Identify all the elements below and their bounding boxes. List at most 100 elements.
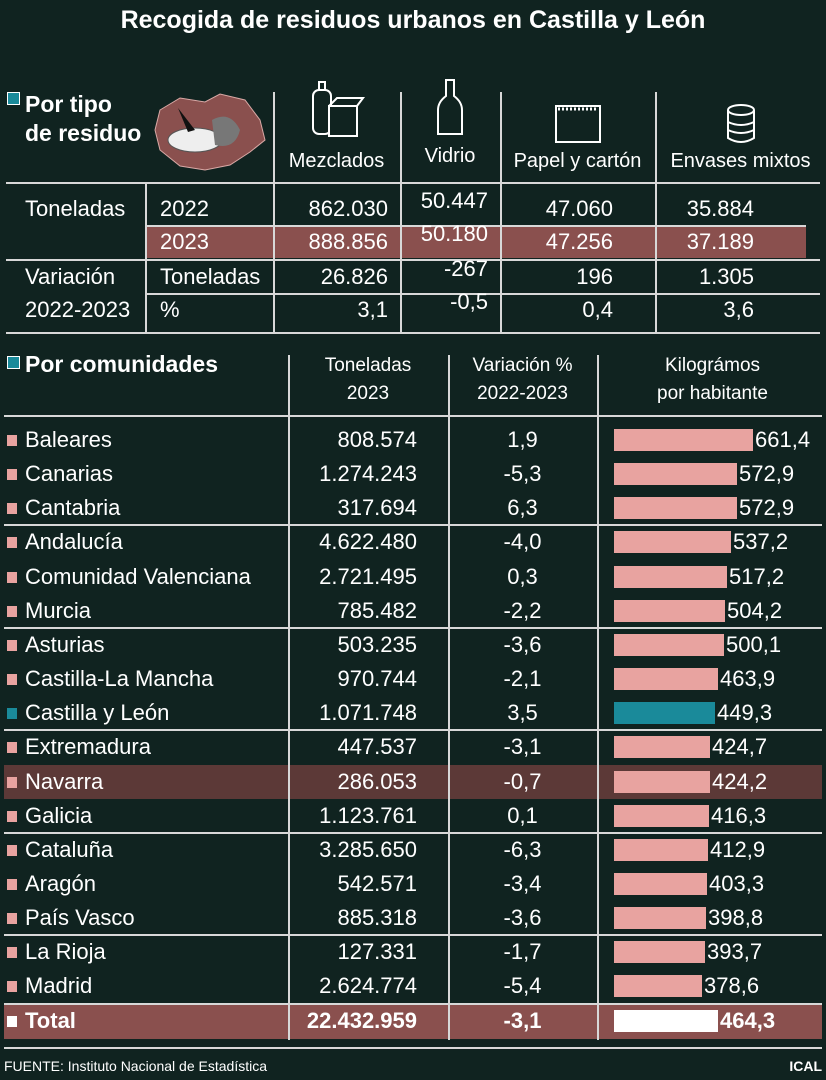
table-cell: -0,5	[450, 289, 488, 314]
table-row: Galicia 1.123.761 0,1 416,3	[0, 799, 826, 833]
region-name: Madrid	[25, 973, 93, 999]
table-cell: 47.060	[545, 196, 613, 221]
row-divider	[4, 934, 822, 936]
heading-line: Por tipo	[25, 91, 112, 117]
region-name: País Vasco	[25, 905, 135, 931]
toneladas-value: 127.331	[337, 939, 417, 965]
row-marker-icon	[7, 503, 17, 515]
row-marker-icon	[7, 605, 17, 617]
bar-value-label: 398,8	[708, 905, 764, 931]
toneladas-value: 885.318	[337, 905, 417, 931]
heading-line: de residuo	[25, 120, 142, 146]
bar-pa-s-vasco	[614, 907, 706, 930]
table-row: Total 22.432.959 -3,1 464,3	[0, 1004, 826, 1038]
column-divider	[273, 183, 275, 333]
bar-value-label: 424,7	[712, 734, 768, 760]
row-marker-icon	[7, 981, 17, 993]
table-row: Baleares 808.574 1,9 661,4	[0, 423, 826, 457]
table-cell: 37.189	[686, 229, 754, 254]
column-label: Papel y cartón	[513, 150, 642, 172]
highlight-row-2023	[145, 226, 806, 258]
table-row: Madrid 2.624.774 -5,4 378,6	[0, 969, 826, 1003]
table-cell: 888.856	[308, 229, 388, 254]
table-cell: 26.826	[320, 264, 388, 289]
table-cell: 1.305	[698, 264, 754, 289]
table-cell: 0,4	[582, 297, 613, 322]
column-divider	[655, 92, 657, 182]
header-line: 2023	[346, 383, 390, 404]
column-label: Vidrio	[424, 145, 476, 167]
column-divider	[288, 355, 290, 1040]
toneladas-value: 3.285.650	[319, 836, 417, 862]
row-marker-icon	[7, 913, 17, 925]
bar-murcia	[614, 599, 725, 622]
bar-value-label: 500,1	[726, 631, 782, 657]
bar-value-label: 378,6	[704, 973, 760, 999]
bar-andaluc-a	[614, 531, 731, 554]
bar-arag-n	[614, 872, 707, 895]
bar-value-label: 403,3	[709, 870, 765, 896]
variacion-value: -0,7	[503, 768, 542, 794]
row-marker-icon	[7, 571, 17, 583]
brand-logo: ICAL	[789, 1058, 822, 1074]
bar-galicia	[614, 804, 709, 827]
row-marker-icon	[7, 844, 17, 856]
table-row: Cataluña 3.285.650 -6,3 412,9	[0, 833, 826, 867]
region-name: Cantabria	[25, 495, 121, 521]
toneladas-value: 447.537	[337, 734, 417, 760]
variacion-value: 6,3	[507, 495, 538, 521]
column-label: Envases mixtos	[670, 150, 811, 172]
table-row: Murcia 785.482 -2,2 504,2	[0, 594, 826, 628]
variacion-value: 3,5	[507, 700, 538, 726]
bar-value-label: 572,9	[739, 495, 795, 521]
column-divider	[500, 183, 502, 333]
table-cell: -267	[443, 256, 488, 281]
toneladas-value: 808.574	[337, 427, 417, 452]
section-comunidades-heading: Por comunidades	[25, 351, 218, 377]
table-row: Canarias 1.274.243 -5,3 572,9	[0, 457, 826, 491]
bar-comunidad-valenciana	[614, 565, 727, 588]
variacion-value: -4,0	[503, 529, 542, 555]
toneladas-value: 503.235	[337, 631, 417, 657]
row-divider	[4, 415, 822, 417]
bar-value-label: 463,9	[720, 666, 776, 692]
toneladas-value: 785.482	[337, 597, 417, 623]
variacion-value: 0,1	[507, 802, 538, 828]
region-name: Comunidad Valenciana	[25, 563, 251, 589]
bar-value-label: 504,2	[727, 597, 783, 623]
bar-extremadura	[614, 736, 710, 759]
column-header-kg: Kilográmos por habitante	[599, 352, 826, 408]
region-name: Navarra	[25, 768, 104, 794]
toneladas-value: 2.721.495	[319, 563, 417, 589]
region-name: Aragón	[25, 870, 96, 896]
can-icon	[655, 100, 826, 150]
table-row: País Vasco 885.318 -3,6 398,8	[0, 901, 826, 935]
bar-total	[614, 1009, 718, 1032]
table-row: Castilla y León 1.071.748 3,5 449,3	[0, 696, 826, 730]
toneladas-value: 970.744	[337, 666, 417, 692]
bar-value-label: 517,2	[729, 563, 785, 589]
region-name: Castilla y León	[25, 700, 170, 726]
header-line: 2022-2023	[477, 383, 568, 404]
bar-la-rioja	[614, 941, 705, 964]
toneladas-value: 317.694	[337, 495, 417, 521]
variacion-value: -3,1	[503, 734, 542, 760]
region-name: Asturias	[25, 631, 105, 657]
toneladas-label: Toneladas	[25, 196, 126, 221]
bar-asturias	[614, 633, 724, 656]
section-marker-icon	[7, 356, 20, 369]
column-divider	[655, 183, 657, 333]
row-divider	[6, 332, 820, 334]
table-cell: 196	[576, 264, 613, 289]
row-marker-icon	[7, 674, 17, 686]
column-divider	[597, 355, 599, 1040]
region-name: Extremadura	[25, 734, 151, 760]
region-name: Baleares	[25, 427, 112, 452]
row-divider	[145, 225, 806, 227]
bar-value-label: 412,9	[710, 836, 766, 862]
table-row: Comunidad Valenciana 2.721.495 0,3 517,2	[0, 560, 826, 594]
row-label: 2023	[160, 229, 209, 254]
table-cell: 50.180	[420, 221, 488, 246]
row-divider	[6, 259, 820, 261]
bar-cantabria	[614, 497, 737, 520]
